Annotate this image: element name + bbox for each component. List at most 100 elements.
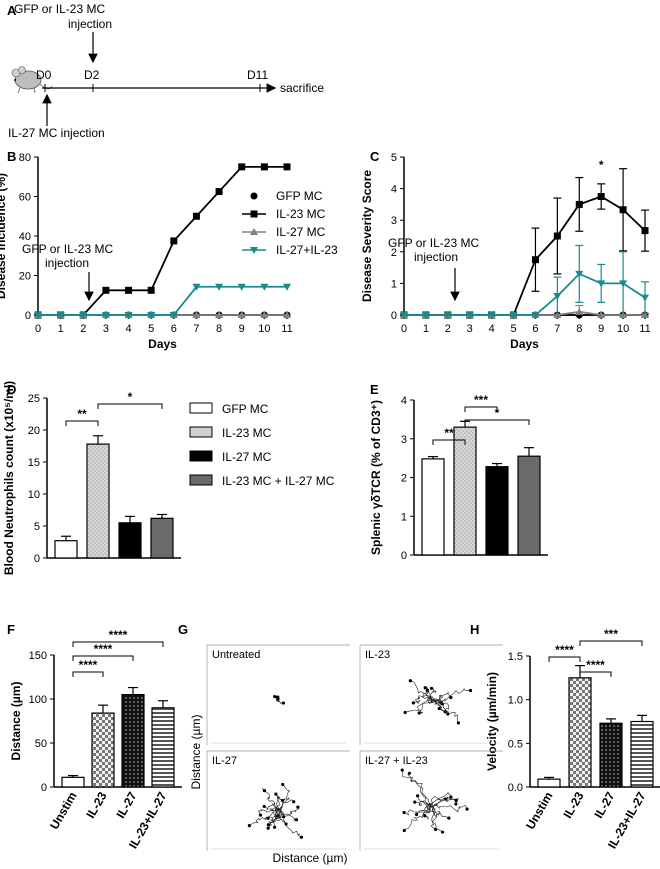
- cell-track-end: [258, 813, 263, 817]
- x-tick-label: Unstim: [523, 790, 555, 832]
- data-point: [237, 311, 246, 318]
- bar: [61, 776, 85, 788]
- y-tick-label: 3: [391, 215, 397, 227]
- c-annotation-line1: GFP or IL-23 MC: [388, 236, 479, 250]
- cell-track-end: [437, 706, 441, 711]
- cell-track-end: [425, 688, 429, 692]
- y-tick-label: 1.5: [508, 651, 523, 663]
- y-tick-label: 4: [391, 184, 397, 196]
- cell-track-end: [454, 798, 458, 803]
- cell-track: [405, 699, 435, 713]
- x-tick-label: 9: [239, 323, 245, 335]
- data-point: [400, 312, 408, 319]
- x-tick-label: 5: [148, 323, 154, 335]
- cell-track-end: [416, 794, 420, 798]
- y-tick-label: 1: [401, 511, 407, 523]
- panel-c-severity-chart: GFP or IL-23 MC injection 0 1 2 3 4 5 0 1 2 3 4 5 6 7…: [360, 152, 651, 351]
- x-tick-label: 0: [401, 323, 407, 335]
- y-tick-label: 10: [28, 489, 40, 501]
- cell-track-end: [294, 818, 299, 822]
- x-tick-label: Unstim: [47, 790, 79, 832]
- panel-letter-c: C: [370, 149, 380, 164]
- timeline-d2: D2: [84, 68, 100, 82]
- legend-d-gfp: GFP MC: [222, 402, 269, 416]
- x-tick-label: 6: [532, 323, 538, 335]
- y-axis-title: Disease Incidence (%): [0, 173, 8, 299]
- panel-letter-d: D: [7, 382, 16, 397]
- y-tick-label: 1: [391, 278, 397, 290]
- cell-track: [433, 698, 459, 723]
- significance-stars: ****: [109, 628, 128, 642]
- cell-track-end: [273, 825, 277, 829]
- cell-track: [430, 804, 468, 813]
- significance-bracket: [72, 655, 134, 661]
- panel-letter-g: G: [178, 622, 188, 637]
- x-tick-label: 3: [103, 323, 109, 335]
- data-point: [597, 311, 606, 318]
- legend-d-swatch-il27: [189, 450, 213, 462]
- c-annotation-line2: injection: [414, 250, 458, 264]
- timeline-top-label-1: GFP or IL-23 MC: [14, 2, 105, 16]
- data-point: [169, 312, 178, 319]
- y-tick-label: 0: [391, 310, 397, 322]
- y-tick-label: 0: [25, 310, 31, 322]
- y-tick-label: 0.0: [508, 782, 523, 794]
- cell-track-end: [266, 816, 270, 820]
- x-tick-label: IL-23: [83, 789, 109, 821]
- data-point: [34, 312, 42, 319]
- y-tick-label: 50: [35, 738, 47, 750]
- x-tick-label: 10: [258, 323, 270, 335]
- y-tick-label: 5: [391, 152, 397, 164]
- y-axis-title: Blood Neutrophils count (x10⁵/ml): [2, 381, 16, 575]
- significance-stars: **: [77, 407, 87, 421]
- bar: [421, 458, 445, 556]
- y-tick-label: 3: [401, 434, 407, 446]
- significance-stars: *: [128, 390, 133, 404]
- x-tick-label: 2: [445, 323, 451, 335]
- significance-stars: ****: [586, 658, 605, 672]
- bar: [568, 677, 592, 788]
- cell-track: [275, 795, 283, 810]
- data-point: [125, 286, 133, 294]
- legend-il27-marker: [250, 228, 258, 235]
- y-tick-label: 0.5: [508, 738, 523, 750]
- cell-track-end: [454, 802, 458, 806]
- cell-track-end: [274, 792, 278, 796]
- bar: [151, 707, 175, 788]
- data-point: [260, 163, 268, 171]
- x-tick-label: 0: [35, 323, 41, 335]
- legend-il23-marker: [250, 210, 258, 218]
- data-point: [641, 227, 649, 235]
- significance-bracket: [579, 671, 612, 677]
- panel-letter-f: F: [7, 622, 15, 637]
- panel-g-track-plots: Distance (µm) Distance (µm) Untreated IL…: [189, 644, 503, 865]
- timeline-end-label: sacrifice: [280, 81, 324, 95]
- bar: [150, 517, 174, 559]
- x-tick-label: IL-23: [560, 789, 586, 821]
- cell-track-end: [468, 688, 473, 693]
- g-ylabel: Distance (µm): [189, 715, 203, 790]
- legend-il27il23-label: IL-27+IL-23: [276, 243, 338, 257]
- y-tick-label: 150: [29, 650, 47, 662]
- y-tick-label: 25: [28, 393, 40, 405]
- bar: [91, 712, 115, 788]
- cell-track-end: [456, 721, 461, 725]
- g-label-il27il23: IL-27 + IL-23: [365, 755, 428, 767]
- bar: [453, 426, 477, 556]
- significance-stars: ****: [94, 642, 113, 656]
- cell-track-end: [465, 807, 469, 811]
- series-line-3: [38, 285, 287, 316]
- x-tick-label: 4: [125, 323, 131, 335]
- cell-track: [422, 689, 434, 701]
- data-point: [101, 312, 110, 319]
- cell-track-end: [449, 795, 453, 799]
- significance-stars: ****: [79, 658, 98, 672]
- data-point: [215, 311, 224, 318]
- panel-d-neutrophils-chart: 0 5 10 15 20 25 Blood Neutrophils count (x10⁵/…: [2, 381, 181, 575]
- g-label-il23: IL-23: [365, 649, 390, 661]
- cell-track-end: [281, 701, 286, 705]
- cell-track: [417, 795, 435, 812]
- cell-track: [414, 800, 431, 807]
